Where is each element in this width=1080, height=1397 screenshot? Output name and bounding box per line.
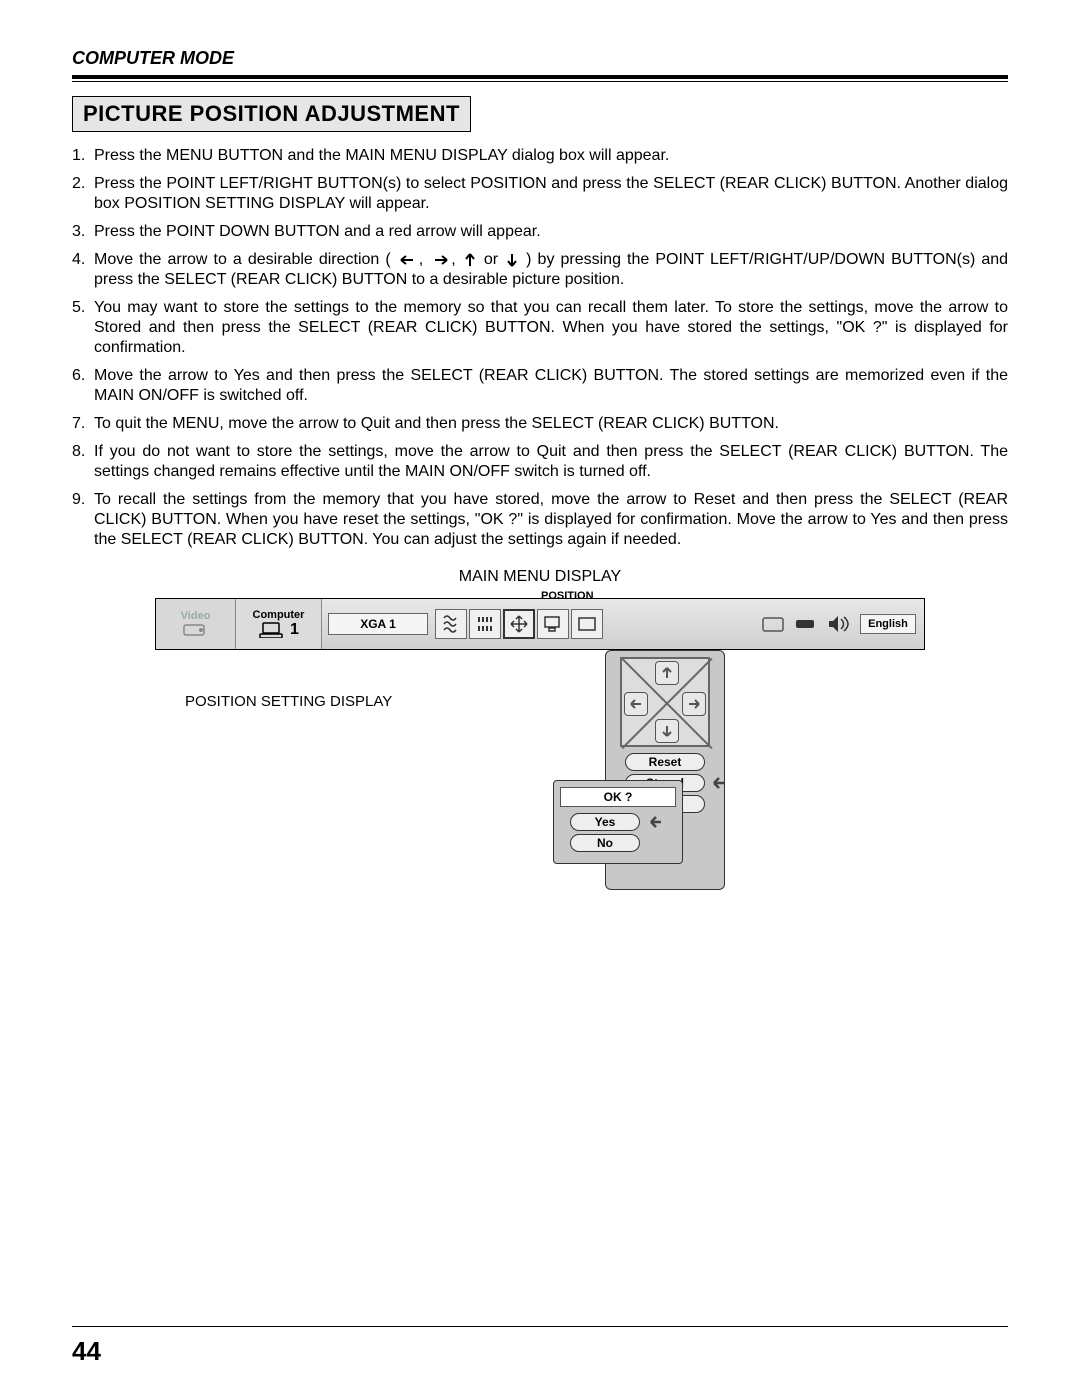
- screen-icon: [577, 614, 597, 634]
- step-text: To quit the MENU, move the arrow to Quit…: [94, 414, 1008, 434]
- main-menu-bar: Video Computer 1 XGA 1: [155, 598, 925, 650]
- arrow-left-button[interactable]: [624, 692, 648, 716]
- yes-label: Yes: [595, 815, 616, 829]
- steps-list: 1. Press the MENU BUTTON and the MAIN ME…: [72, 146, 1008, 550]
- step-num: 7.: [72, 414, 94, 434]
- blank-card-icon: [762, 615, 784, 633]
- step-text: If you do not want to store the settings…: [94, 442, 1008, 482]
- menu-icon-screen[interactable]: [571, 609, 603, 639]
- step-num: 4.: [72, 250, 94, 290]
- step-num: 1.: [72, 146, 94, 166]
- mode-field[interactable]: XGA 1: [328, 613, 428, 635]
- arrow-up-icon: [660, 666, 674, 680]
- tab-computer-label: Computer: [253, 609, 305, 621]
- monitor-icon: [543, 614, 563, 634]
- step4-mid: or: [484, 251, 504, 268]
- step-num: 6.: [72, 366, 94, 406]
- arrow-down-icon: [506, 252, 518, 268]
- step-3: 3. Press the POINT DOWN BUTTON and a red…: [72, 222, 1008, 242]
- figure-area: MAIN MENU DISPLAY POSITION Video Compute…: [72, 568, 1008, 890]
- menu-right-group: English: [754, 599, 924, 649]
- menu-icon-2[interactable]: [469, 609, 501, 639]
- position-column-label: POSITION: [541, 590, 594, 602]
- position-icon: [509, 614, 529, 634]
- step-num: 2.: [72, 174, 94, 214]
- tab-video[interactable]: Video: [156, 599, 236, 649]
- page-number: 44: [72, 1336, 101, 1367]
- step-num: 8.: [72, 442, 94, 482]
- step-text: Move the arrow to Yes and then press the…: [94, 366, 1008, 406]
- arrow-down-icon: [660, 724, 674, 738]
- ok-title: OK ?: [560, 787, 676, 807]
- menu-icon-1[interactable]: [435, 609, 467, 639]
- no-button[interactable]: No: [570, 834, 640, 852]
- projector-icon: [183, 622, 209, 638]
- arrow-right-button[interactable]: [682, 692, 706, 716]
- arrow-down-button[interactable]: [655, 719, 679, 743]
- step-text: Move the arrow to a desirable direction …: [94, 250, 1008, 290]
- lamp-icon: [794, 617, 816, 631]
- yes-button[interactable]: Yes: [570, 813, 640, 831]
- laptop-icon: [258, 622, 284, 638]
- footer-rule: [72, 1326, 1008, 1327]
- pos-setting-text: POSITION SETTING DISPLAY: [185, 693, 392, 710]
- reset-button[interactable]: Reset: [625, 753, 705, 771]
- language-field[interactable]: English: [860, 614, 916, 634]
- manual-page: COMPUTER MODE PICTURE POSITION ADJUSTMEN…: [0, 0, 1080, 1397]
- tab-video-label: Video: [181, 610, 211, 622]
- step-text: Press the POINT DOWN BUTTON and a red ar…: [94, 222, 1008, 242]
- tab-computer[interactable]: Computer 1: [236, 599, 322, 649]
- position-setting-display-label: POSITION SETTING DISPLAY: [185, 692, 392, 712]
- menu-icon-pcadj[interactable]: [537, 609, 569, 639]
- mode-header: COMPUTER MODE: [72, 48, 1008, 69]
- arrow-left-icon: [629, 697, 643, 711]
- rule-thick: [72, 75, 1008, 79]
- arrow-right-icon: [687, 697, 701, 711]
- menu-icon-position[interactable]: [503, 609, 535, 639]
- sound-icon: [826, 614, 850, 634]
- step-1: 1. Press the MENU BUTTON and the MAIN ME…: [72, 146, 1008, 166]
- cursor-arrow-icon: [710, 776, 726, 790]
- arrow-left-icon: [399, 254, 417, 266]
- arrow-pad: [620, 657, 710, 747]
- step-num: 3.: [72, 222, 94, 242]
- step-4: 4. Move the arrow to a desirable directi…: [72, 250, 1008, 290]
- step-8: 8. If you do not want to store the setti…: [72, 442, 1008, 482]
- step-6: 6. Move the arrow to Yes and then press …: [72, 366, 1008, 406]
- bars-icon: [475, 614, 495, 634]
- step-text: You may want to store the settings to th…: [94, 298, 1008, 358]
- section-title: PICTURE POSITION ADJUSTMENT: [72, 96, 471, 132]
- step-2: 2. Press the POINT LEFT/RIGHT BUTTON(s) …: [72, 174, 1008, 214]
- step-text: Press the POINT LEFT/RIGHT BUTTON(s) to …: [94, 174, 1008, 214]
- main-menu-display-label: MAIN MENU DISPLAY: [72, 568, 1008, 586]
- arrow-right-icon: [431, 254, 449, 266]
- step-text: To recall the settings from the memory t…: [94, 490, 1008, 550]
- arrow-up-button[interactable]: [655, 661, 679, 685]
- step-7: 7. To quit the MENU, move the arrow to Q…: [72, 414, 1008, 434]
- wavy-icon: [441, 614, 461, 634]
- step4-pre: Move the arrow to a desirable direction …: [94, 251, 397, 268]
- step-num: 9.: [72, 490, 94, 550]
- step-9: 9. To recall the settings from the memor…: [72, 490, 1008, 550]
- computer-number: 1: [290, 621, 299, 639]
- step-num: 5.: [72, 298, 94, 358]
- step-text: Press the MENU BUTTON and the MAIN MENU …: [94, 146, 1008, 166]
- ok-confirmation-panel: OK ? Yes No: [553, 780, 683, 864]
- step-5: 5. You may want to store the settings to…: [72, 298, 1008, 358]
- cursor-arrow-icon: [647, 815, 663, 829]
- arrow-up-icon: [464, 252, 476, 268]
- rule-thin: [72, 81, 1008, 82]
- figure-lower: POSITION SETTING DISPLAY: [155, 650, 925, 890]
